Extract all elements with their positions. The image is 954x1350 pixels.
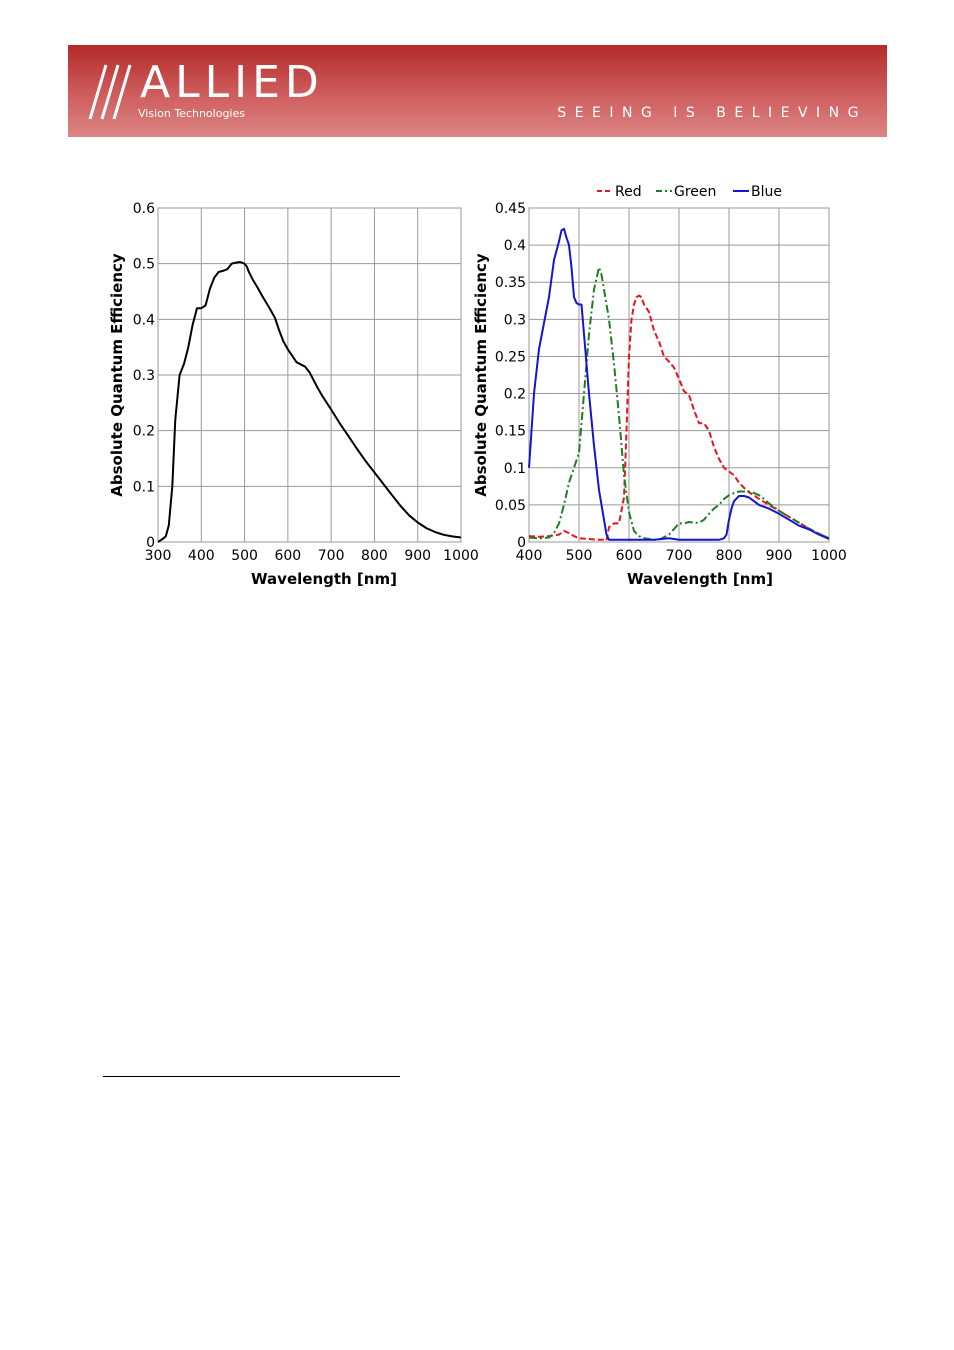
y-tick-label: 0.45 — [495, 201, 526, 217]
grid — [528, 207, 830, 543]
x-axis-label: Wavelength [nm] — [627, 570, 773, 588]
legend-label-green: Green — [674, 185, 716, 200]
y-tick-label: 0.1 — [504, 461, 526, 477]
y-axis-label: Absolute Quantum Efficiency — [108, 253, 126, 497]
data-lines — [157, 261, 462, 543]
tagline: SEEING IS BELIEVING — [557, 105, 867, 121]
legend-label-blue: Blue — [751, 185, 782, 200]
chart-mono-qe: 300 400 500 600 700 800 900 1000 0 0.1 0.2 0.3 0.4 0.… — [108, 201, 479, 588]
x-tick-label: 400 — [516, 548, 543, 564]
y-tick-label: 0.6 — [133, 201, 155, 217]
y-tick-label: 0 — [517, 535, 526, 551]
y-tick-label: 0.2 — [133, 424, 155, 440]
x-tick-label: 900 — [766, 548, 793, 564]
y-tick-label: 0.4 — [133, 312, 155, 328]
y-tick-label: 0.5 — [133, 257, 155, 273]
tick-labels: 300 400 500 600 700 800 900 1000 0 0.1 0.2 0.3 0.4 0.… — [133, 201, 479, 564]
y-tick-label: 0.3 — [504, 312, 526, 328]
x-tick-label: 800 — [716, 548, 743, 564]
y-tick-label: 0.25 — [495, 349, 526, 365]
data-lines — [528, 227, 830, 542]
brand-subtitle: Vision Technologies — [138, 107, 245, 120]
y-tick-label: 0 — [146, 535, 155, 551]
series-line-qe — [157, 261, 462, 543]
x-axis-label: Wavelength [nm] — [251, 570, 397, 588]
chart-color-qe: 400 500 600 700 800 900 1000 0 0.05 0.1 0.15 0.2 0.2… — [472, 185, 847, 588]
y-tick-label: 0.15 — [495, 424, 526, 440]
x-tick-label: 700 — [318, 548, 345, 564]
x-tick-label: 1000 — [811, 548, 847, 564]
legend-label-red: Red — [615, 185, 642, 200]
y-axis-label: Absolute Quantum Efficiency — [472, 253, 490, 497]
x-tick-label: 600 — [616, 548, 643, 564]
series-line-green — [528, 266, 830, 541]
y-tick-label: 0.4 — [504, 238, 526, 254]
x-tick-label: 800 — [361, 548, 388, 564]
brand-name: ALLIED — [140, 57, 324, 108]
series-line-blue — [528, 227, 830, 541]
y-tick-label: 0.2 — [504, 387, 526, 403]
y-tick-label: 0.35 — [495, 275, 526, 291]
y-tick-label: 0.3 — [133, 368, 155, 384]
x-tick-label: 400 — [188, 548, 215, 564]
logo-slashes-icon — [88, 64, 132, 120]
x-tick-label: 300 — [145, 548, 172, 564]
x-tick-label: 900 — [404, 548, 431, 564]
footnote-divider — [103, 1076, 400, 1077]
x-tick-label: 600 — [274, 548, 301, 564]
grid — [157, 207, 462, 543]
y-tick-label: 0.1 — [133, 479, 155, 495]
tick-labels: 400 500 600 700 800 900 1000 0 0.05 0.1 0.15 0.2 0.2… — [495, 201, 847, 564]
x-tick-label: 700 — [666, 548, 693, 564]
legend: Red Green Blue — [597, 185, 782, 200]
series-line-red — [528, 294, 830, 542]
x-tick-label: 500 — [566, 548, 593, 564]
x-tick-label: 1000 — [443, 548, 479, 564]
x-tick-label: 500 — [231, 548, 258, 564]
y-tick-label: 0.05 — [495, 498, 526, 514]
header-banner: ALLIED Vision Technologies SEEING IS BEL… — [68, 45, 887, 137]
